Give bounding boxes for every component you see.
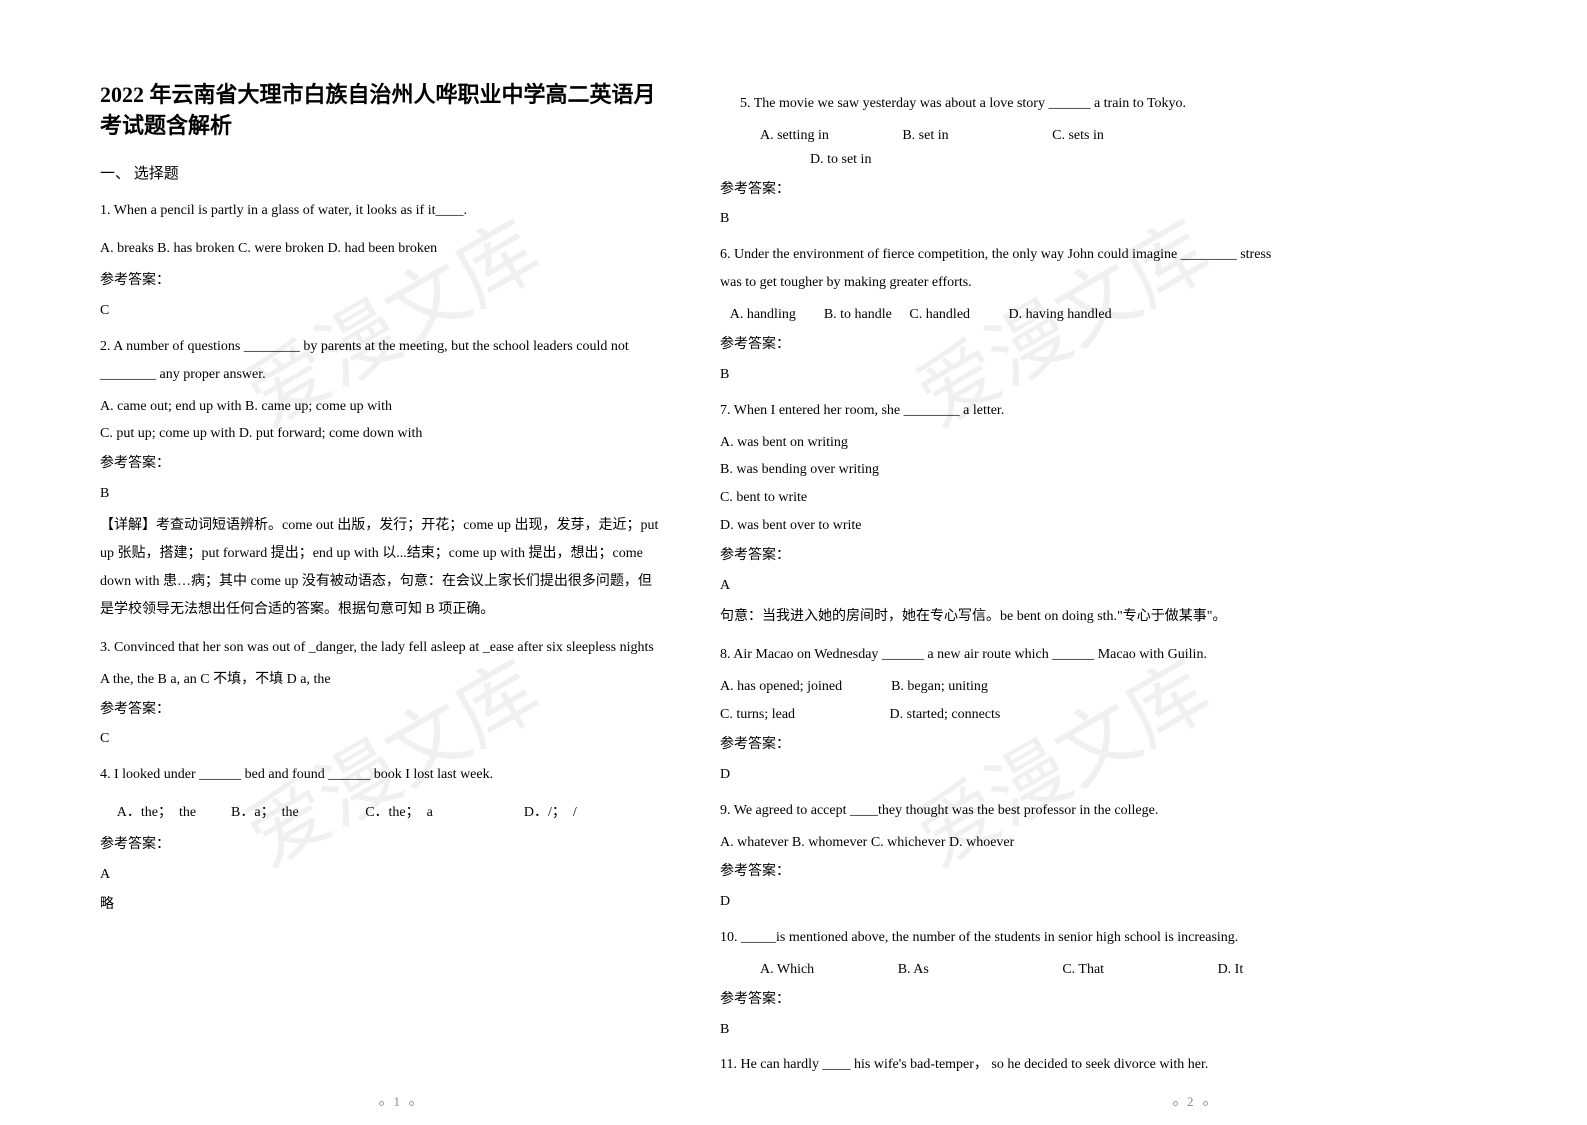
section-heading: 一、 选择题 (100, 162, 660, 188)
q7-optA: A. was bent on writing (720, 431, 1280, 455)
question-11: 11. He can hardly ____ his wife's bad-te… (720, 1051, 1280, 1079)
dot-icon (1173, 1101, 1178, 1106)
answer-8: D (720, 763, 1280, 787)
page-num-right: 2 (1187, 1094, 1194, 1109)
answer-3: C (100, 727, 660, 751)
question-3-options: A the, the B a, an C 不填，不填 D a, the (100, 668, 660, 692)
question-3: 3. Convinced that her son was out of _da… (100, 634, 660, 662)
q7-optD: D. was bent over to write (720, 514, 1280, 538)
q7-optC: C. bent to write (720, 486, 1280, 510)
question-1-options: A. breaks B. has broken C. were broken D… (100, 235, 660, 263)
answer-label: 参考答案： (720, 988, 1280, 1012)
question-6: 6. Under the environment of fierce compe… (720, 241, 1280, 297)
q10-optC: C. That (1062, 958, 1104, 982)
answer-label: 参考答案： (720, 178, 1280, 202)
answer-7: A (720, 574, 1280, 598)
footer-left: 1 (0, 1094, 794, 1110)
question-5-options: A. setting in B. set in C. sets in D. to… (740, 124, 1280, 172)
explanation-2: 【详解】考查动词短语辨析。come out 出版，发行；开花；come up 出… (100, 512, 660, 624)
q10-optD: D. It (1218, 958, 1244, 982)
answer-2: B (100, 482, 660, 506)
q10-optA: A. Which (760, 958, 814, 982)
question-10-options: A. Which B. As C. That D. It (740, 958, 1280, 982)
answer-label: 参考答案： (100, 833, 660, 857)
answer-label: 参考答案： (100, 698, 660, 722)
dot-icon (1203, 1101, 1208, 1106)
q8-optB: C. turns; lead D. started; connects (720, 703, 1280, 727)
question-5: 5. The movie we saw yesterday was about … (740, 90, 1280, 118)
q5-optC: C. sets in (1052, 124, 1104, 148)
left-column: 2022 年云南省大理市白族自治州人哗职业中学高二英语月考试题含解析 一、 选择… (100, 80, 660, 1085)
answer-label: 参考答案： (720, 733, 1280, 757)
question-9-options: A. whatever B. whomever C. whichever D. … (720, 831, 1280, 855)
right-column: 5. The movie we saw yesterday was about … (720, 80, 1280, 1085)
dot-icon (409, 1101, 414, 1106)
question-8: 8. Air Macao on Wednesday ______ a new a… (720, 641, 1280, 669)
answer-1: C (100, 299, 660, 323)
question-2-optA: A. came out; end up with B. came up; com… (100, 395, 660, 419)
answer-label: 参考答案： (100, 452, 660, 476)
question-10: 10. _____is mentioned above, the number … (720, 924, 1280, 952)
question-2: 2. A number of questions ________ by par… (100, 333, 660, 389)
page-container: 2022 年云南省大理市白族自治州人哗职业中学高二英语月考试题含解析 一、 选择… (0, 0, 1587, 1125)
question-2-optB: C. put up; come up with D. put forward; … (100, 422, 660, 446)
q5-optB: B. set in (902, 124, 948, 148)
answer-label: 参考答案： (720, 544, 1280, 568)
question-4-options: A．the； the B．a； the C．the； a D．/； / (100, 799, 660, 827)
page-num-left: 1 (394, 1094, 401, 1109)
question-7: 7. When I entered her room, she ________… (720, 397, 1280, 425)
answer-label: 参考答案： (720, 333, 1280, 357)
footer: 1 2 (0, 1094, 1587, 1122)
explanation-7: 句意：当我进入她的房间时，她在专心写信。be bent on doing sth… (720, 603, 1280, 631)
doc-title: 2022 年云南省大理市白族自治州人哗职业中学高二英语月考试题含解析 (100, 80, 660, 142)
dot-icon (379, 1101, 384, 1106)
question-9: 9. We agreed to accept ____they thought … (720, 797, 1280, 825)
answer-9: D (720, 890, 1280, 914)
answer-5: B (720, 207, 1280, 231)
question-6-options: A. handling B. to handle C. handled D. h… (720, 303, 1280, 327)
question-4: 4. I looked under ______ bed and found _… (100, 761, 660, 789)
note-4: 略 (100, 893, 660, 917)
answer-6: B (720, 363, 1280, 387)
q5-optA: A. setting in (760, 124, 829, 148)
q7-optB: B. was bending over writing (720, 458, 1280, 482)
answer-4: A (100, 863, 660, 887)
answer-10: B (720, 1018, 1280, 1042)
footer-right: 2 (794, 1094, 1587, 1110)
q10-optB: B. As (898, 958, 929, 982)
question-1: 1. When a pencil is partly in a glass of… (100, 197, 660, 225)
q5-optD: D. to set in (810, 148, 871, 172)
q8-optA: A. has opened; joined B. began; uniting (720, 675, 1280, 699)
answer-label: 参考答案： (100, 269, 660, 293)
answer-label: 参考答案： (720, 860, 1280, 884)
